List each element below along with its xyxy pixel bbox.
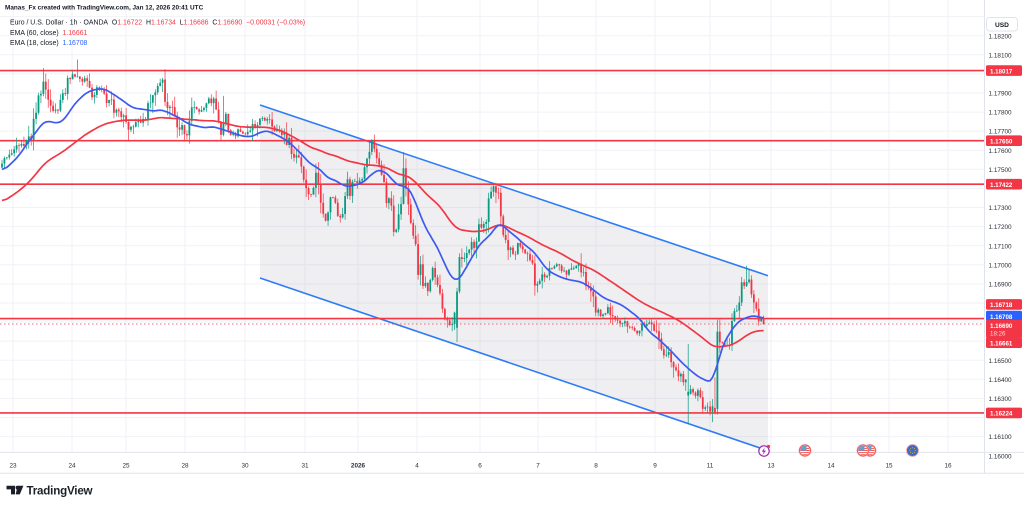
svg-text:EMA (18, close) 1.16708: EMA (18, close) 1.16708 <box>10 40 88 47</box>
svg-text:1.16718: 1.16718 <box>990 302 1013 309</box>
svg-text:1.17422: 1.17422 <box>990 182 1013 189</box>
svg-text:1.17650: 1.17650 <box>990 138 1013 145</box>
svg-text:23: 23 <box>9 462 17 469</box>
svg-text:1.16000: 1.16000 <box>989 453 1013 460</box>
svg-text:1.17800: 1.17800 <box>989 110 1013 117</box>
svg-text:1.16300: 1.16300 <box>989 396 1013 403</box>
svg-text:Manas_Fx created with TradingV: Manas_Fx created with TradingView.com, J… <box>5 5 204 12</box>
svg-text:1.17100: 1.17100 <box>989 243 1013 250</box>
svg-text:1.17600: 1.17600 <box>989 148 1013 155</box>
svg-text:31: 31 <box>301 462 309 469</box>
svg-text:1.16661: 1.16661 <box>990 340 1013 347</box>
svg-text:1.17700: 1.17700 <box>989 129 1013 136</box>
svg-text:1.16100: 1.16100 <box>989 434 1013 441</box>
svg-text:4: 4 <box>415 462 419 469</box>
svg-text:6: 6 <box>478 462 482 469</box>
svg-text:15: 15 <box>885 462 893 469</box>
svg-text:1.16500: 1.16500 <box>989 358 1013 365</box>
svg-text:30: 30 <box>241 462 249 469</box>
svg-text:16: 16 <box>944 462 952 469</box>
svg-text:1.18200: 1.18200 <box>989 33 1013 40</box>
svg-text:1.17300: 1.17300 <box>989 205 1013 212</box>
svg-text:1.18017: 1.18017 <box>990 68 1013 75</box>
svg-text:1.17900: 1.17900 <box>989 91 1013 98</box>
svg-text:25: 25 <box>122 462 130 469</box>
svg-text:13: 13 <box>767 462 775 469</box>
svg-text:7: 7 <box>536 462 540 469</box>
svg-text:18:26: 18:26 <box>990 331 1006 338</box>
svg-text:28: 28 <box>181 462 189 469</box>
svg-text:1.16690: 1.16690 <box>990 323 1013 330</box>
svg-text:14: 14 <box>827 462 835 469</box>
svg-text:11: 11 <box>707 462 714 469</box>
svg-text:USD: USD <box>995 22 1009 29</box>
svg-text:8: 8 <box>594 462 598 469</box>
svg-text:1.17200: 1.17200 <box>989 224 1013 231</box>
svg-text:TradingView: TradingView <box>27 484 94 497</box>
svg-text:1.17000: 1.17000 <box>989 262 1013 269</box>
svg-text:1.17500: 1.17500 <box>989 167 1013 174</box>
svg-text:2026: 2026 <box>351 462 366 469</box>
svg-text:EMA (60, close) 1.16661: EMA (60, close) 1.16661 <box>10 30 88 37</box>
svg-text:1.16224: 1.16224 <box>990 411 1013 418</box>
svg-text:1.18100: 1.18100 <box>989 52 1013 59</box>
svg-text:24: 24 <box>68 462 76 469</box>
svg-text:1.16708: 1.16708 <box>990 314 1013 321</box>
svg-text:9: 9 <box>653 462 657 469</box>
svg-text:1.16400: 1.16400 <box>989 377 1013 384</box>
svg-text:Euro / U.S. Dollar · 1h · OAND: Euro / U.S. Dollar · 1h · OANDA O1.16722… <box>10 20 305 27</box>
svg-text:1.16900: 1.16900 <box>989 282 1013 289</box>
